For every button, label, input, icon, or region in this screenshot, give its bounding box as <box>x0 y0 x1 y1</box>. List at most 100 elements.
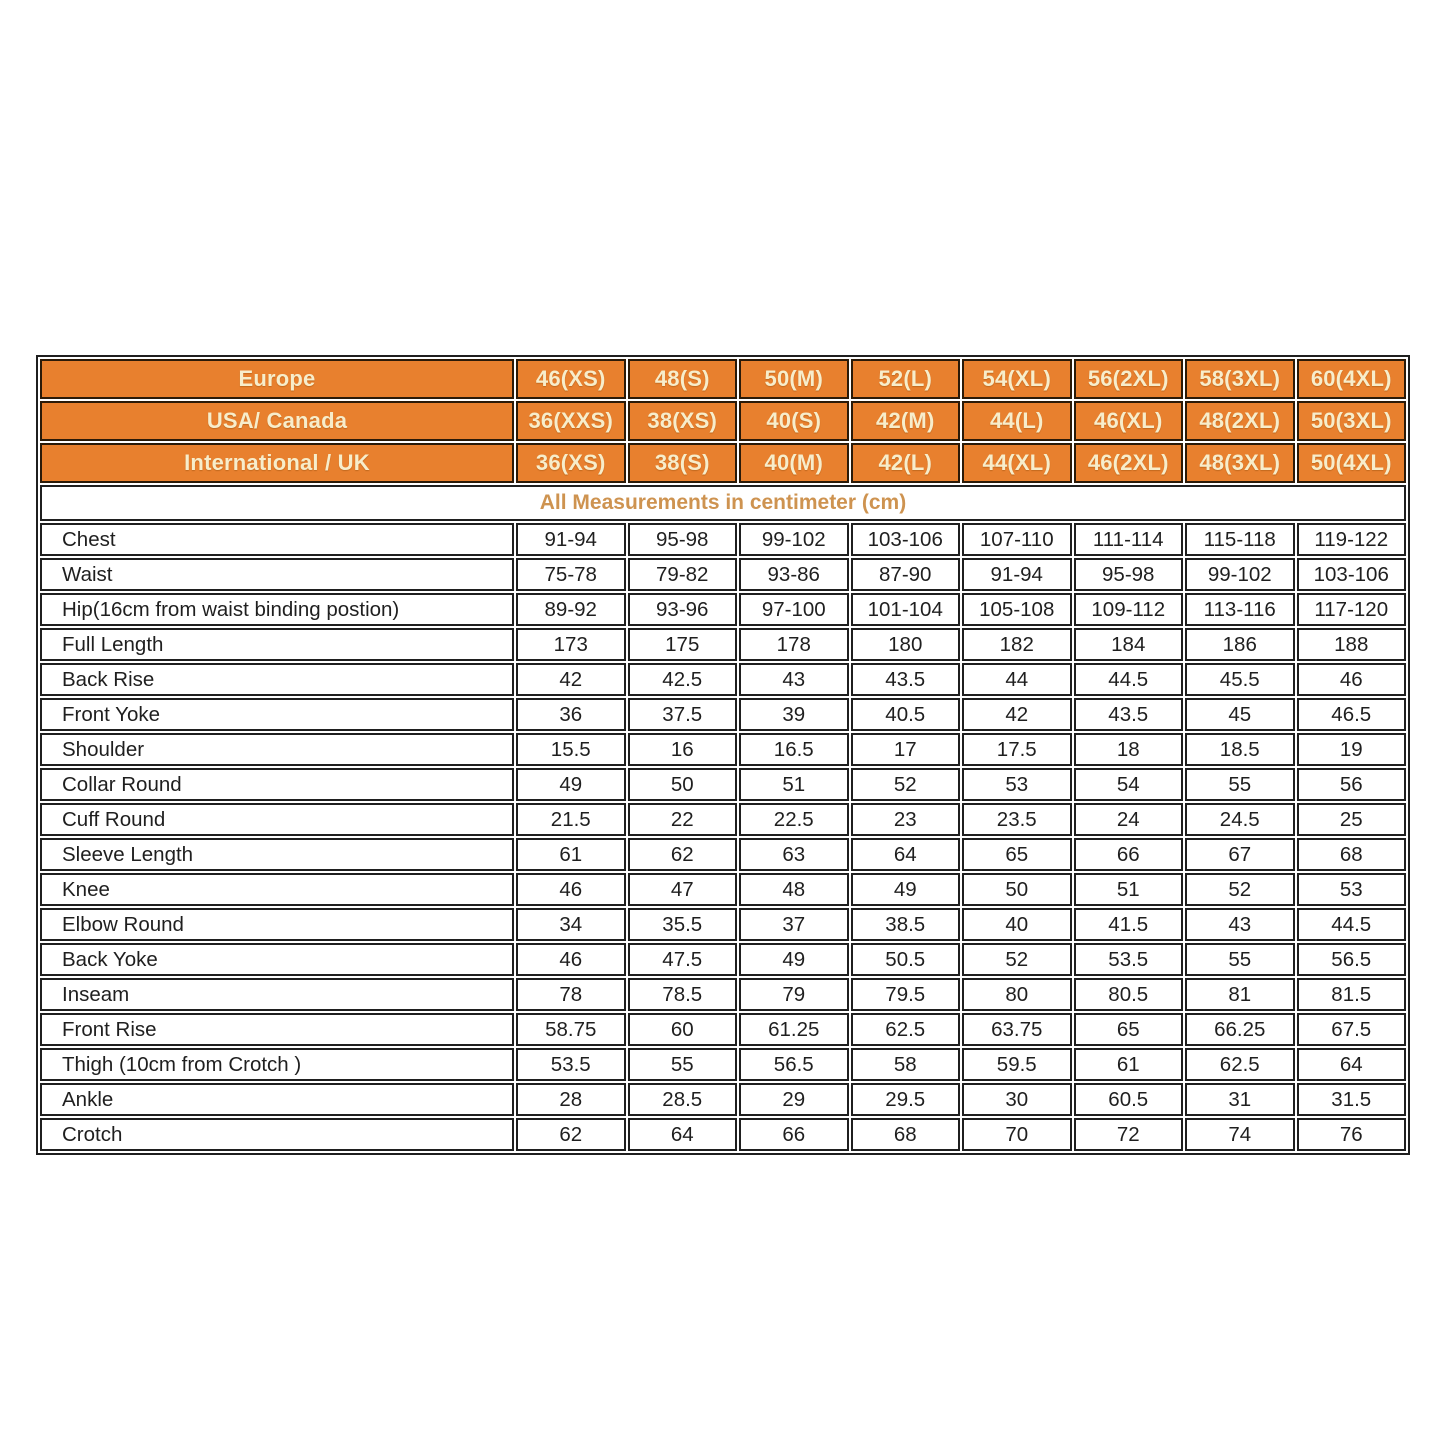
measurement-value: 45.5 <box>1185 663 1295 696</box>
measurements-body: All Measurements in centimeter (cm) Ches… <box>40 485 1406 1151</box>
measurement-label: Knee <box>40 873 514 906</box>
table-row: Inseam 78 78.5 79 79.5 80 80.5 81 81.5 <box>40 978 1406 1011</box>
measurement-value: 111-114 <box>1073 523 1183 556</box>
measurement-value: 67.5 <box>1296 1013 1406 1046</box>
measurement-value: 49 <box>850 873 960 906</box>
measurement-value: 70 <box>962 1118 1072 1151</box>
measurement-value: 91-94 <box>516 523 626 556</box>
size-cell: 50(3XL) <box>1296 401 1406 441</box>
measurement-value: 64 <box>850 838 960 871</box>
measurement-value: 49 <box>516 768 626 801</box>
measurement-value: 59.5 <box>962 1048 1072 1081</box>
measurement-value: 42.5 <box>627 663 737 696</box>
measurement-value: 62 <box>516 1118 626 1151</box>
measurement-value: 54 <box>1073 768 1183 801</box>
measurement-value: 22 <box>627 803 737 836</box>
measurement-value: 117-120 <box>1296 593 1406 626</box>
table-row: Back Yoke 46 47.5 49 50.5 52 53.5 55 56.5 <box>40 943 1406 976</box>
measurement-value: 51 <box>739 768 849 801</box>
table-row: Hip(16cm from waist binding postion) 89-9… <box>40 593 1406 626</box>
measurement-value: 51 <box>1073 873 1183 906</box>
table-row: Knee 46 47 48 49 50 51 52 53 <box>40 873 1406 906</box>
table-row: Sleeve Length 61 62 63 64 65 66 67 68 <box>40 838 1406 871</box>
size-cell: 38(XS) <box>627 401 737 441</box>
measurement-label: Collar Round <box>40 768 514 801</box>
measurement-value: 91-94 <box>962 558 1072 591</box>
measurement-value: 38.5 <box>850 908 960 941</box>
size-cell: 40(S) <box>739 401 849 441</box>
measurement-label: Cuff Round <box>40 803 514 836</box>
measurement-value: 75-78 <box>516 558 626 591</box>
size-chart-table: Europe 46(XS) 48(S) 50(M) 52(L) 54(XL) 56(2XL)… <box>36 355 1410 1155</box>
measurement-value: 34 <box>516 908 626 941</box>
measurement-value: 105-108 <box>962 593 1072 626</box>
measurement-value: 107-110 <box>962 523 1072 556</box>
measurement-value: 72 <box>1073 1118 1183 1151</box>
measurement-value: 182 <box>962 628 1072 661</box>
measurement-value: 81.5 <box>1296 978 1406 1011</box>
size-cell: 48(2XL) <box>1185 401 1295 441</box>
measurement-value: 78 <box>516 978 626 1011</box>
measurement-value: 81 <box>1185 978 1295 1011</box>
measurement-value: 63.75 <box>962 1013 1072 1046</box>
measurement-label: Sleeve Length <box>40 838 514 871</box>
measurement-value: 63 <box>739 838 849 871</box>
measurement-value: 79-82 <box>627 558 737 591</box>
measurement-value: 95-98 <box>1073 558 1183 591</box>
table-row: Shoulder 15.5 16 16.5 17 17.5 18 18.5 19 <box>40 733 1406 766</box>
header-row-international-uk: International / UK 36(XS) 38(S) 40(M) 42(L) 4… <box>40 443 1406 483</box>
size-cell: 54(XL) <box>962 359 1072 399</box>
measurement-value: 44.5 <box>1073 663 1183 696</box>
measurement-value: 18.5 <box>1185 733 1295 766</box>
size-cell: 48(S) <box>627 359 737 399</box>
measurement-value: 43.5 <box>850 663 960 696</box>
measurement-value: 56.5 <box>1296 943 1406 976</box>
measurement-value: 46 <box>1296 663 1406 696</box>
measurement-value: 25 <box>1296 803 1406 836</box>
measurement-value: 78.5 <box>627 978 737 1011</box>
measurement-value: 76 <box>1296 1118 1406 1151</box>
measurement-value: 46 <box>516 943 626 976</box>
measurement-value: 43.5 <box>1073 698 1183 731</box>
measurement-value: 67 <box>1185 838 1295 871</box>
measurement-value: 53 <box>1296 873 1406 906</box>
measurement-value: 66 <box>1073 838 1183 871</box>
measurement-value: 99-102 <box>739 523 849 556</box>
measurement-value: 188 <box>1296 628 1406 661</box>
measurement-value: 21.5 <box>516 803 626 836</box>
measurement-value: 36 <box>516 698 626 731</box>
region-label: International / UK <box>40 443 514 483</box>
measurement-value: 19 <box>1296 733 1406 766</box>
measurement-value: 64 <box>627 1118 737 1151</box>
measurement-value: 43 <box>739 663 849 696</box>
measurement-value: 53.5 <box>516 1048 626 1081</box>
measurement-value: 97-100 <box>739 593 849 626</box>
size-cell: 36(XS) <box>516 443 626 483</box>
table-row: Chest 91-94 95-98 99-102 103-106 107-110 111-1… <box>40 523 1406 556</box>
measurement-value: 44.5 <box>1296 908 1406 941</box>
measurement-value: 18 <box>1073 733 1183 766</box>
size-header: Europe 46(XS) 48(S) 50(M) 52(L) 54(XL) 56(2XL)… <box>40 359 1406 483</box>
measurement-label: Chest <box>40 523 514 556</box>
measurement-value: 47 <box>627 873 737 906</box>
measurement-value: 93-96 <box>627 593 737 626</box>
size-chart-table-wrap: Europe 46(XS) 48(S) 50(M) 52(L) 54(XL) 56(2XL)… <box>36 355 1410 1155</box>
measurement-label: Front Rise <box>40 1013 514 1046</box>
measurement-value: 186 <box>1185 628 1295 661</box>
measurement-value: 60 <box>627 1013 737 1046</box>
measurement-value: 173 <box>516 628 626 661</box>
measurement-value: 53 <box>962 768 1072 801</box>
measurement-value: 89-92 <box>516 593 626 626</box>
region-label: Europe <box>40 359 514 399</box>
measurement-value: 39 <box>739 698 849 731</box>
measurement-value: 17 <box>850 733 960 766</box>
measurement-value: 115-118 <box>1185 523 1295 556</box>
measurement-value: 37.5 <box>627 698 737 731</box>
measurement-value: 48 <box>739 873 849 906</box>
measurement-label: Ankle <box>40 1083 514 1116</box>
measurement-value: 178 <box>739 628 849 661</box>
measurement-value: 44 <box>962 663 1072 696</box>
measurement-value: 29.5 <box>850 1083 960 1116</box>
table-row: Back Rise 42 42.5 43 43.5 44 44.5 45.5 46 <box>40 663 1406 696</box>
